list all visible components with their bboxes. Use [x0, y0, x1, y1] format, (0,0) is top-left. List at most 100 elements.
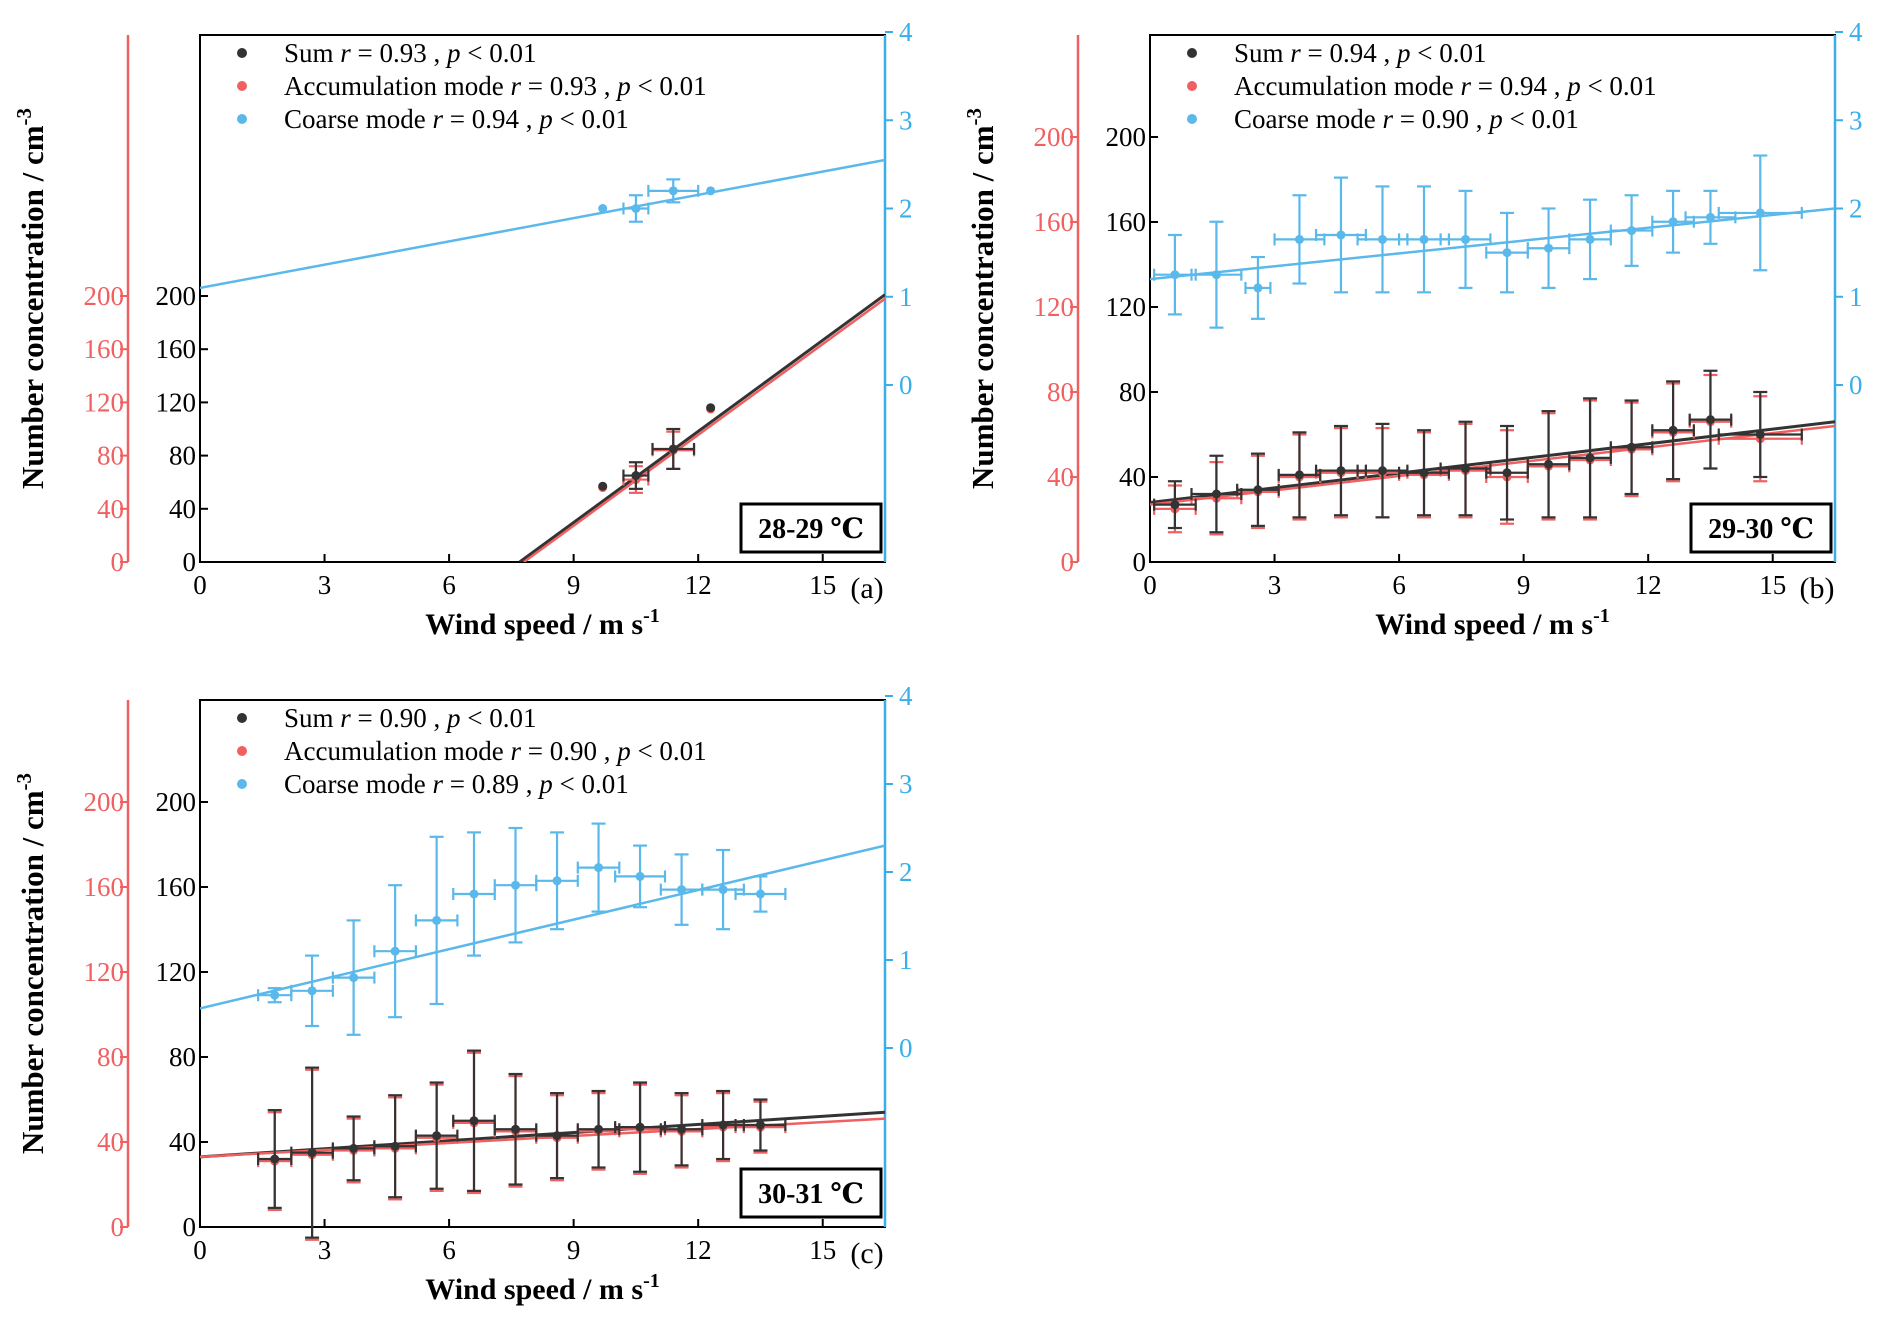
data-point-coarse [1190, 220, 1243, 329]
legend-marker-sum [1187, 48, 1197, 58]
left-axis-tick-label: 0 [1061, 547, 1075, 577]
left-axis-tick-label: 80 [1047, 377, 1074, 407]
data-point-coarse [1356, 185, 1409, 294]
x-tick-label: 0 [193, 570, 207, 600]
y-tick-label: 80 [169, 1042, 196, 1072]
data-point-sum [706, 403, 716, 413]
legend-marker-sum [237, 713, 247, 723]
y-tick-label: 80 [1119, 377, 1146, 407]
data-point-sum [1314, 424, 1367, 517]
y-axis-label: Number concentration / cm-3 [962, 108, 1000, 489]
x-axis-label: Wind speed / m s-1 [425, 1270, 660, 1306]
data-point-sum [659, 1092, 704, 1167]
data-point-sum [734, 1098, 787, 1152]
y-axis-label: Number concentration / cm-3 [12, 108, 50, 489]
y-tick-label: 80 [169, 441, 196, 471]
left-axis-tick-label: 80 [97, 1042, 124, 1072]
legend-entry-coarse: Coarse mode r = 0.94 , p < 0.01 [284, 104, 629, 134]
data-point-sum [290, 1066, 334, 1239]
y-tick-label: 0 [183, 1212, 197, 1242]
right-axis-tick-label: 0 [899, 370, 913, 400]
fit-line-sum [518, 293, 885, 562]
data-point-sum [651, 427, 696, 470]
right-axis-tick-label: 0 [1849, 370, 1863, 400]
y-tick-label: 0 [1133, 547, 1147, 577]
fit-line-accumulation [523, 297, 885, 562]
data-point-sum [1688, 369, 1733, 470]
right-axis-tick-label: 2 [899, 194, 913, 224]
data-point-sum [257, 1109, 293, 1209]
x-tick-label: 9 [567, 570, 581, 600]
data-point-coarse [701, 848, 745, 931]
data-point-coarse [598, 204, 608, 213]
legend-marker-coarse [237, 114, 247, 124]
legend-marker-coarse [237, 779, 247, 789]
data-point-coarse [331, 919, 376, 1036]
data-point-sum [1190, 454, 1243, 534]
right-axis-tick-label: 0 [899, 1033, 913, 1063]
data-point-coarse [1684, 189, 1737, 245]
left-axis-tick-label: 160 [84, 872, 125, 902]
data-point-coarse [373, 884, 417, 1019]
data-point-coarse [290, 954, 334, 1028]
x-tick-label: 3 [1268, 570, 1282, 600]
temperature-label: 29-30 ℃ [1708, 514, 1814, 545]
data-point-coarse [659, 853, 704, 926]
right-axis-tick-label: 4 [1849, 17, 1863, 47]
data-point-coarse [1717, 154, 1803, 272]
y-tick-label: 120 [156, 387, 197, 417]
data-point-coarse [1568, 198, 1612, 281]
temperature-label: 28-29 ℃ [758, 514, 864, 545]
x-axis-label: Wind speed / m s-1 [425, 605, 660, 641]
data-point-coarse [535, 831, 579, 931]
legend-entry-coarse: Coarse mode r = 0.90 , p < 0.01 [1234, 104, 1579, 134]
right-axis-tick-label: 2 [1849, 194, 1863, 224]
x-tick-label: 3 [318, 570, 332, 600]
left-axis-tick-label: 160 [1034, 207, 1075, 237]
data-point-coarse [647, 178, 700, 204]
data-point-sum [1526, 410, 1571, 519]
fit-line-coarse [200, 158, 885, 290]
left-axis-tick-label: 120 [1034, 292, 1075, 322]
data-point-coarse [1439, 189, 1492, 290]
data-point-coarse [414, 835, 459, 1006]
data-point-sum [1153, 480, 1197, 530]
legend-marker-accumulation [237, 746, 247, 756]
data-point-coarse [622, 194, 650, 223]
data-point-coarse [1244, 255, 1272, 320]
data-point-coarse [1153, 233, 1197, 316]
data-point-coarse [257, 987, 293, 1004]
y-tick-label: 200 [156, 281, 197, 311]
legend-marker-accumulation [1187, 81, 1197, 91]
legend-entry-coarse: Coarse mode r = 0.89 , p < 0.01 [284, 769, 629, 799]
right-axis-tick-label: 3 [1849, 105, 1863, 135]
left-axis-tick-label: 120 [84, 957, 125, 987]
left-axis-tick-label: 40 [97, 494, 124, 524]
y-tick-label: 120 [156, 957, 197, 987]
right-axis-tick-label: 1 [899, 282, 913, 312]
fit-line-coarse [200, 844, 885, 1010]
left-axis-tick-label: 0 [111, 1212, 125, 1242]
left-axis-tick-label: 200 [84, 787, 125, 817]
panel-label: (b) [1800, 572, 1835, 605]
legend-entry-accumulation: Accumulation mode r = 0.94 , p < 0.01 [1234, 71, 1657, 101]
y-tick-label: 160 [156, 334, 197, 364]
right-axis-tick-label: 2 [899, 857, 913, 887]
data-point-sum [452, 1049, 496, 1192]
data-point-coarse [614, 844, 667, 909]
left-axis-tick-label: 0 [111, 547, 125, 577]
panel-label: (a) [850, 572, 883, 605]
fit-line-coarse [1150, 207, 1835, 281]
x-tick-label: 12 [685, 570, 712, 600]
legend-entry-sum: Sum r = 0.90 , p < 0.01 [284, 703, 537, 733]
data-point-sum [1609, 399, 1654, 496]
right-axis-tick-label: 1 [899, 945, 913, 975]
data-point-sum [614, 1081, 667, 1173]
left-axis-tick-label: 160 [84, 334, 125, 364]
panel-label: (c) [850, 1237, 883, 1270]
left-axis-tick-label: 40 [1047, 462, 1074, 492]
